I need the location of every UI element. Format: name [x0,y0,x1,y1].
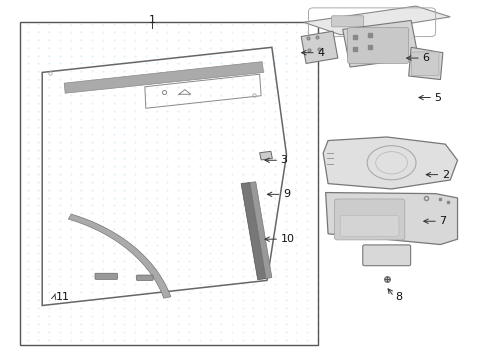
Text: 9: 9 [283,189,290,199]
FancyBboxPatch shape [412,52,439,76]
Polygon shape [304,6,450,35]
Polygon shape [260,151,272,160]
Polygon shape [326,193,458,244]
Text: 10: 10 [281,234,294,244]
Polygon shape [250,182,272,279]
Polygon shape [69,214,171,298]
Text: 7: 7 [440,216,446,226]
FancyBboxPatch shape [340,216,399,236]
Polygon shape [409,47,443,80]
Polygon shape [323,137,458,189]
Text: 8: 8 [395,292,403,302]
FancyBboxPatch shape [331,16,364,27]
Text: 5: 5 [435,93,441,103]
FancyBboxPatch shape [137,275,153,280]
FancyBboxPatch shape [334,199,405,240]
FancyBboxPatch shape [363,245,411,266]
Polygon shape [343,21,418,67]
FancyBboxPatch shape [347,28,409,63]
Text: 3: 3 [281,155,288,165]
Bar [20,22,318,345]
Polygon shape [241,183,266,280]
Text: 1: 1 [149,15,156,26]
Text: 4: 4 [318,48,324,58]
Polygon shape [301,31,338,63]
Polygon shape [64,62,264,93]
FancyBboxPatch shape [95,273,118,279]
Text: 2: 2 [442,170,449,180]
Text: 11: 11 [56,292,70,302]
Text: 6: 6 [422,53,429,63]
